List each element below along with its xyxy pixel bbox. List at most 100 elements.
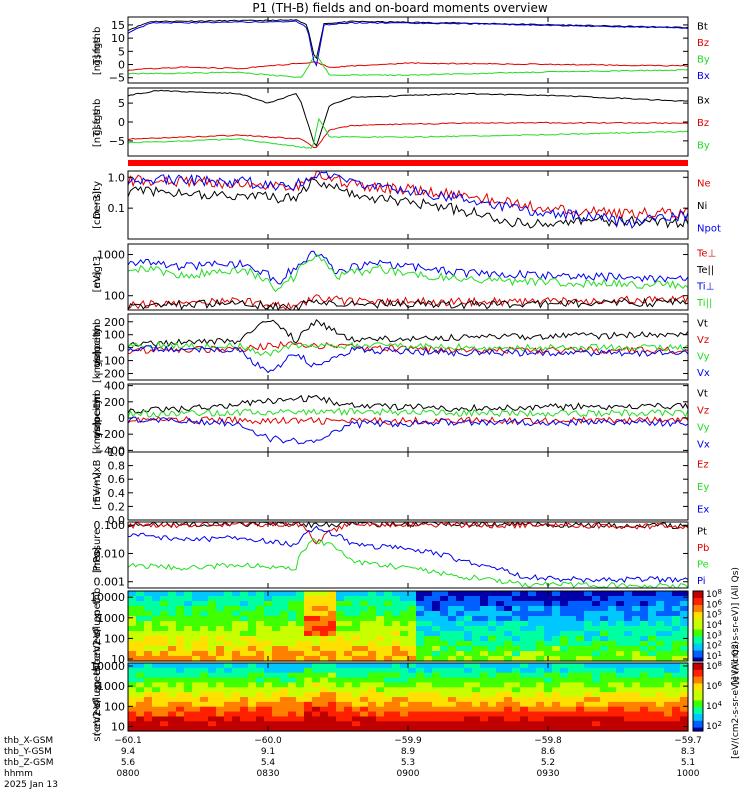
spectrogram-cell <box>240 636 249 642</box>
spectrogram-cell <box>152 651 161 657</box>
spectrogram-cell <box>568 711 577 718</box>
spectrogram-cell <box>216 601 225 607</box>
colorbar-cell <box>693 663 703 667</box>
spectrogram-cell <box>632 601 641 607</box>
spectrogram-cell <box>264 697 273 703</box>
spectrogram-cell <box>576 692 585 698</box>
spectrogram-cell <box>616 596 625 602</box>
spectrogram-cell <box>232 621 241 627</box>
spectrogram-cell <box>248 596 257 602</box>
spectrogram-cell <box>448 621 457 627</box>
spectrogram-cell <box>136 606 145 612</box>
spectrogram-cell <box>200 711 209 718</box>
spectrogram-cell <box>256 611 265 617</box>
y-axis-label: Pressure <box>92 529 103 572</box>
spectrogram-cell <box>152 601 161 607</box>
spectrogram-cell <box>360 721 369 727</box>
spectrogram-cell <box>296 711 305 718</box>
spectrogram-cell <box>216 611 225 617</box>
spectrogram-cell <box>600 656 609 662</box>
spectrogram-cell <box>440 716 449 722</box>
spectrogram-cell <box>280 721 289 727</box>
y-axis-label: peim <box>92 324 103 349</box>
spectrogram-cell <box>384 667 393 674</box>
spectrogram-cell <box>552 611 561 617</box>
spectrogram-cell <box>152 706 161 713</box>
spectrogram-cell <box>200 701 209 708</box>
spectrogram-cell <box>184 626 193 632</box>
spectrogram-cell <box>544 651 553 657</box>
spectrogram-cell <box>248 606 257 612</box>
spectrogram-cell <box>424 682 433 688</box>
spectrogram-cell <box>584 656 593 662</box>
spectrogram-cell <box>496 641 505 647</box>
spectrogram-cell <box>280 606 289 612</box>
spectrogram-cell <box>472 596 481 602</box>
spectrogram-cell <box>424 636 433 642</box>
spectrogram-cell <box>200 646 209 652</box>
y-tick-label: 0.4 <box>108 487 126 500</box>
spectrogram-cell <box>392 606 401 612</box>
spectrogram-cell <box>520 663 529 669</box>
spectrogram-cell <box>560 721 569 727</box>
spectrogram-cell <box>320 672 329 679</box>
spectrogram-cell <box>608 706 617 713</box>
spectrogram-cell <box>296 631 305 637</box>
spectrogram-cell <box>440 682 449 688</box>
spectrogram-cell <box>176 711 185 718</box>
spectrogram-cell <box>536 621 545 627</box>
spectrogram-cell <box>320 636 329 642</box>
spectrogram-cell <box>264 646 273 652</box>
spectrogram-cell <box>664 716 673 722</box>
spectrogram-cell <box>416 677 425 684</box>
spectrogram-cell <box>472 636 481 642</box>
spectrogram-cell <box>216 711 225 718</box>
spectrogram-cell <box>664 626 673 632</box>
spectrogram-cell <box>408 687 417 693</box>
spectrogram-cell <box>560 601 569 607</box>
spectrogram-cell <box>256 601 265 607</box>
spectrogram-cell <box>672 672 681 679</box>
spectrogram-cell <box>336 591 345 597</box>
spectrogram-cell <box>232 616 241 622</box>
spectrogram-cell <box>272 687 281 693</box>
spectrogram-cell <box>384 706 393 713</box>
spectrogram-cell <box>232 646 241 652</box>
spectrogram-cell <box>168 711 177 718</box>
spectrogram-cell <box>664 641 673 647</box>
spectrogram-cell <box>600 646 609 652</box>
spectrogram-cell <box>144 697 153 703</box>
spectrogram-cell <box>656 631 665 637</box>
spectrogram-cell <box>136 711 145 718</box>
spectrogram-cell <box>552 626 561 632</box>
spectrogram-cell <box>584 701 593 708</box>
spectrogram-cell <box>424 726 433 732</box>
spectrogram-cell <box>176 636 185 642</box>
spectrogram-cell <box>544 646 553 652</box>
spectrogram-cell <box>472 631 481 637</box>
spectrogram-cell <box>160 716 169 722</box>
spectrogram-cell <box>664 687 673 693</box>
y-tick-label: 0.6 <box>108 473 126 486</box>
spectrogram-cell <box>584 641 593 647</box>
spectrogram-cell <box>256 677 265 684</box>
spectrogram-cell <box>264 682 273 688</box>
spectrogram-cell <box>648 726 657 732</box>
spectrogram-cell <box>280 672 289 679</box>
spectrogram-cell <box>336 706 345 713</box>
spectrogram-cell <box>144 711 153 718</box>
spectrogram-cell <box>592 663 601 669</box>
spectrogram-cell <box>184 711 193 718</box>
y-tick-label: 0.010 <box>94 547 126 560</box>
spectrogram-cell <box>640 716 649 722</box>
spectrogram-cell <box>168 621 177 627</box>
spectrogram-cell <box>576 606 585 612</box>
spectrogram-cell <box>168 601 177 607</box>
spectrogram-cell <box>472 591 481 597</box>
colorbar-cell <box>693 615 703 620</box>
spectrogram-cell <box>656 646 665 652</box>
spectrogram-cell <box>208 667 217 674</box>
y-axis-label: [nT] <box>92 55 103 75</box>
ephemeris-value: 0830 <box>257 769 280 779</box>
